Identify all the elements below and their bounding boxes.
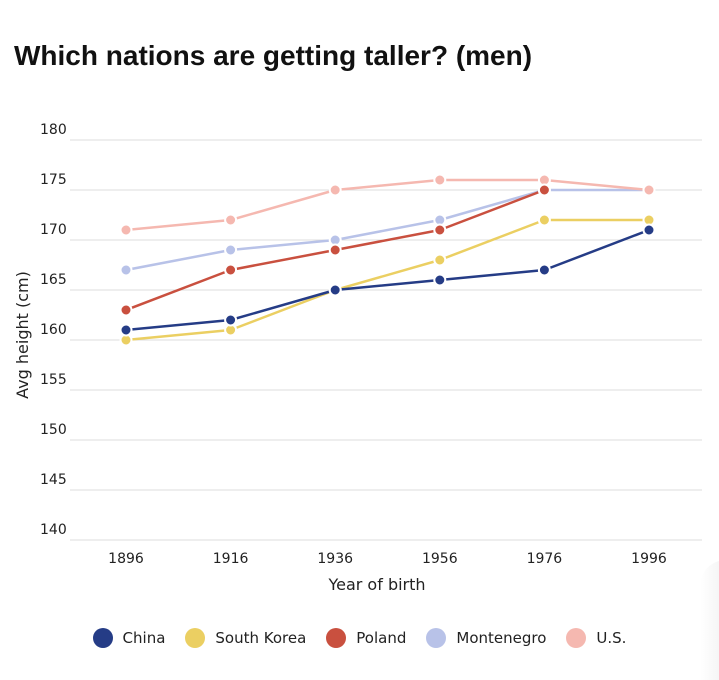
series-points bbox=[119, 173, 656, 347]
y-tick-label: 170 bbox=[40, 222, 67, 238]
legend-item-u-s: U.S. bbox=[566, 628, 626, 648]
y-axis-label: Avg height (cm) bbox=[13, 271, 32, 399]
data-point-poland bbox=[433, 223, 447, 237]
data-point-montenegro bbox=[224, 243, 238, 257]
x-tick-label: 1916 bbox=[213, 551, 249, 567]
data-point-u-s bbox=[642, 183, 656, 197]
series-lines bbox=[125, 178, 650, 342]
y-tick-label: 145 bbox=[40, 472, 67, 488]
data-point-poland bbox=[328, 243, 342, 257]
legend-swatch-montenegro bbox=[426, 628, 447, 648]
data-point-u-s bbox=[224, 213, 238, 227]
x-tick-label: 1936 bbox=[317, 551, 353, 567]
legend-label-poland: Poland bbox=[356, 629, 407, 647]
data-point-south-korea bbox=[537, 213, 551, 227]
legend-item-montenegro: Montenegro bbox=[426, 628, 546, 648]
x-tick-label: 1956 bbox=[422, 551, 458, 567]
data-point-montenegro bbox=[119, 263, 133, 277]
data-point-poland bbox=[119, 303, 133, 317]
chart-title: Which nations are getting taller? (men) bbox=[14, 40, 533, 71]
data-point-china bbox=[119, 323, 133, 337]
y-tick-label: 175 bbox=[40, 172, 67, 188]
x-tick-label: 1896 bbox=[108, 551, 144, 567]
legend-item-poland: Poland bbox=[326, 628, 406, 648]
y-tick-label: 180 bbox=[40, 122, 67, 138]
x-tick-label: 1976 bbox=[527, 551, 563, 567]
legend-item-china: China bbox=[92, 628, 166, 648]
y-tick-label: 155 bbox=[40, 372, 67, 388]
x-axis-ticks: 1896 1916 1936 1956 1976 1996 bbox=[108, 551, 667, 567]
y-axis-ticks: 140 145 150 155 160 165 170 175 180 bbox=[40, 122, 67, 538]
data-point-u-s bbox=[433, 173, 447, 187]
series-line-south-korea bbox=[125, 218, 649, 342]
legend-swatch-china bbox=[92, 628, 113, 648]
data-point-poland bbox=[537, 183, 551, 197]
series-line-u-s bbox=[125, 178, 650, 232]
legend-swatch-south-korea bbox=[185, 628, 206, 648]
y-tick-label: 150 bbox=[40, 422, 67, 438]
y-tick-label: 165 bbox=[40, 272, 67, 288]
data-point-china bbox=[537, 263, 551, 277]
gridlines bbox=[70, 139, 702, 541]
data-point-u-s bbox=[119, 223, 133, 237]
legend-swatch-poland bbox=[326, 628, 347, 648]
x-tick-label: 1996 bbox=[631, 551, 667, 567]
legend-label-china: China bbox=[122, 629, 166, 647]
data-point-china bbox=[642, 223, 656, 237]
data-point-china bbox=[328, 283, 342, 297]
series-line-china bbox=[125, 228, 650, 332]
legend-item-south-korea: South Korea bbox=[185, 628, 306, 648]
y-tick-label: 160 bbox=[40, 322, 67, 338]
series-line-montenegro bbox=[125, 188, 649, 272]
y-tick-label: 140 bbox=[40, 522, 67, 538]
legend-label-south-korea: South Korea bbox=[215, 629, 307, 647]
data-point-u-s bbox=[328, 183, 342, 197]
page-edge-shadow bbox=[700, 560, 719, 680]
legend-swatch-u-s bbox=[566, 628, 587, 648]
data-point-china bbox=[224, 313, 238, 327]
data-point-south-korea bbox=[433, 253, 447, 267]
legend-label-u-s: U.S. bbox=[596, 629, 627, 647]
chart-legend: China South Korea Poland Montenegro U.S. bbox=[0, 628, 719, 648]
legend-label-montenegro: Montenegro bbox=[456, 629, 547, 647]
x-axis-label: Year of birth bbox=[327, 575, 425, 594]
data-point-poland bbox=[224, 263, 238, 277]
data-point-china bbox=[433, 273, 447, 287]
